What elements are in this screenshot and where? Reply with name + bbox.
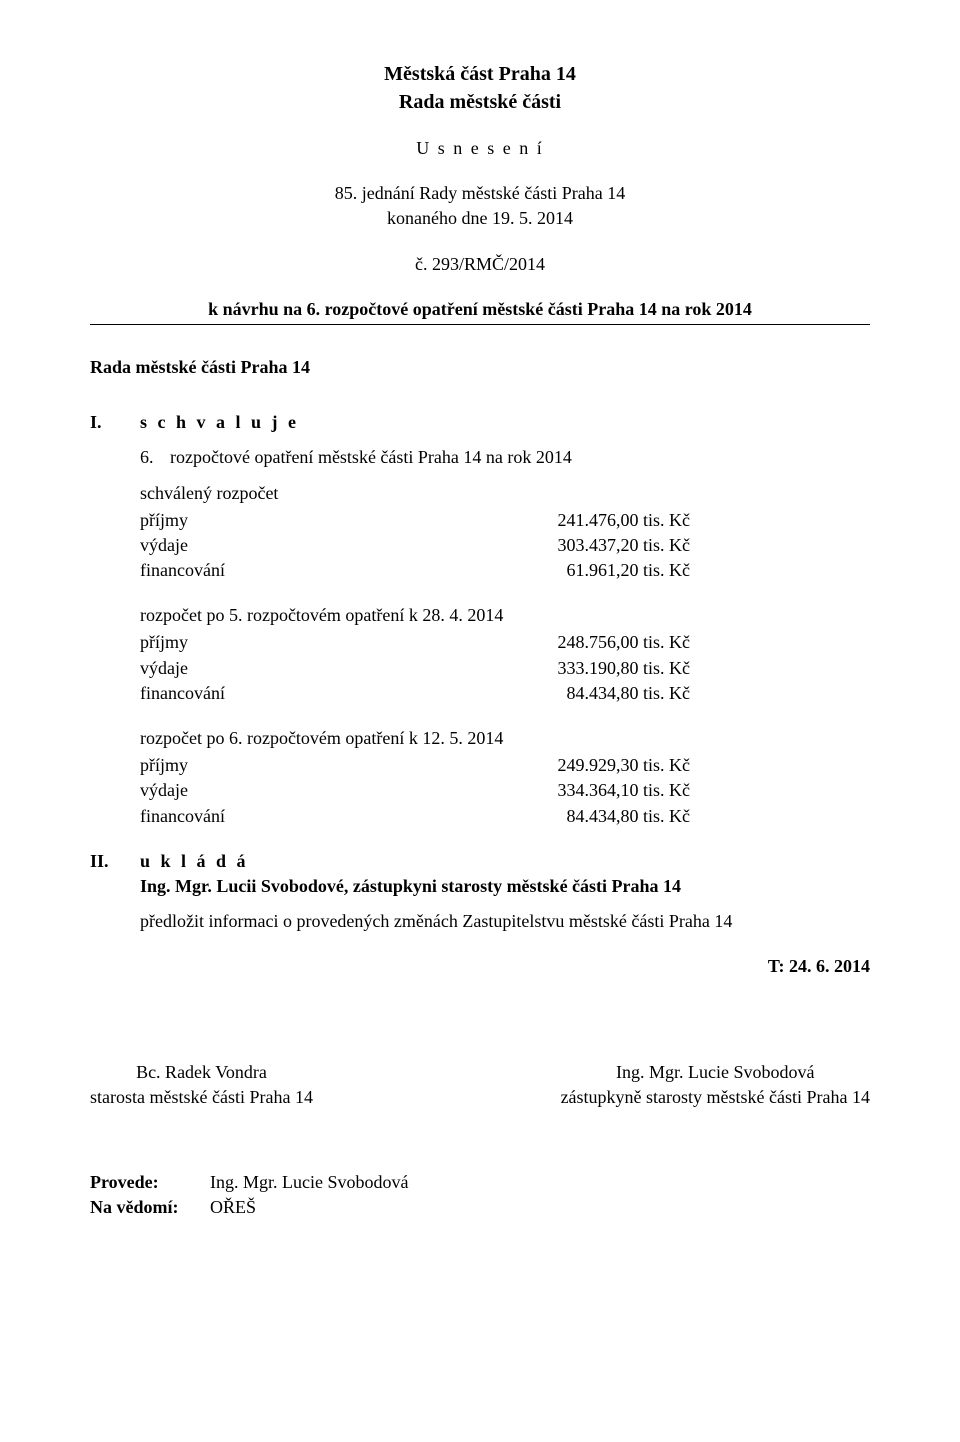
deadline: T: 24. 6. 2014 <box>90 954 870 979</box>
section-1-header: I. s c h v a l u j e <box>90 410 870 435</box>
budget-val: 248.756,00 tis. Kč <box>340 630 690 655</box>
footer-navedomi: Na vědomí: OŘEŠ <box>90 1195 870 1220</box>
signatures: Bc. Radek Vondra starosta městské části … <box>90 1060 870 1110</box>
assignee: Ing. Mgr. Lucii Svobodové, zástupkyni st… <box>140 874 681 899</box>
provede-label: Provede: <box>90 1170 210 1195</box>
budget-row: výdaje 303.437,20 tis. Kč <box>140 533 870 558</box>
sig-right-name: Ing. Mgr. Lucie Svobodová <box>561 1060 870 1085</box>
task-block: předložit informaci o provedených změnác… <box>140 909 870 934</box>
budget-row: příjmy 249.929,30 tis. Kč <box>140 753 870 778</box>
signature-right: Ing. Mgr. Lucie Svobodová zástupkyně sta… <box>561 1060 870 1110</box>
provede-val: Ing. Mgr. Lucie Svobodová <box>210 1170 408 1195</box>
divider <box>90 324 870 325</box>
section-1-title: s c h v a l u j e <box>140 410 299 435</box>
document-header: Městská část Praha 14 Rada městské části <box>90 60 870 116</box>
budget-key: výdaje <box>140 533 340 558</box>
budget-key: příjmy <box>140 630 340 655</box>
budget-block-1: rozpočet po 5. rozpočtovém opatření k 28… <box>140 603 870 706</box>
budget-key: financování <box>140 804 340 829</box>
budget-val: 61.961,20 tis. Kč <box>340 558 690 583</box>
budget-val: 84.434,80 tis. Kč <box>340 681 690 706</box>
budget-key: financování <box>140 558 340 583</box>
budget-key: příjmy <box>140 508 340 533</box>
budget-val: 303.437,20 tis. Kč <box>340 533 690 558</box>
navedomi-val: OŘEŠ <box>210 1195 256 1220</box>
section-2-title: u k l á d á <box>140 849 681 874</box>
budget-key: výdaje <box>140 778 340 803</box>
header-line-1: Městská část Praha 14 <box>90 60 870 88</box>
navedomi-label: Na vědomí: <box>90 1195 210 1220</box>
budget-row: výdaje 334.364,10 tis. Kč <box>140 778 870 803</box>
resolution-label: U s n e s e n í <box>90 136 870 161</box>
sub-num-label: 6. <box>140 445 170 470</box>
sig-left-name: Bc. Radek Vondra <box>90 1060 313 1085</box>
budget-val: 334.364,10 tis. Kč <box>340 778 690 803</box>
budget-row: financování 84.434,80 tis. Kč <box>140 681 870 706</box>
roman-2: II. <box>90 849 140 899</box>
section-2-header: II. u k l á d á Ing. Mgr. Lucii Svobodov… <box>90 849 870 899</box>
rada-line: Rada městské části Praha 14 <box>90 355 870 380</box>
budget-row: financování 84.434,80 tis. Kč <box>140 804 870 829</box>
sub-num-text: rozpočtové opatření městské části Praha … <box>170 445 572 470</box>
budget-label: rozpočet po 5. rozpočtovém opatření k 28… <box>140 603 870 628</box>
task-text: předložit informaci o provedených změnác… <box>140 909 870 934</box>
budget-val: 249.929,30 tis. Kč <box>340 753 690 778</box>
footer-provede: Provede: Ing. Mgr. Lucie Svobodová <box>90 1170 870 1195</box>
subsection-6: 6. rozpočtové opatření městské části Pra… <box>140 445 870 470</box>
budget-key: výdaje <box>140 656 340 681</box>
signature-left: Bc. Radek Vondra starosta městské části … <box>90 1060 313 1110</box>
budget-row: příjmy 248.756,00 tis. Kč <box>140 630 870 655</box>
budget-block-0: schválený rozpočet příjmy 241.476,00 tis… <box>140 481 870 584</box>
header-line-2: Rada městské části <box>90 88 870 116</box>
budget-row: příjmy 241.476,00 tis. Kč <box>140 508 870 533</box>
budget-label: rozpočet po 6. rozpočtovém opatření k 12… <box>140 726 870 751</box>
sig-left-role: starosta městské části Praha 14 <box>90 1087 313 1107</box>
budget-val: 333.190,80 tis. Kč <box>340 656 690 681</box>
subject-line: k návrhu na 6. rozpočtové opatření městs… <box>90 297 870 322</box>
budget-key: příjmy <box>140 753 340 778</box>
budget-row: výdaje 333.190,80 tis. Kč <box>140 656 870 681</box>
sig-right-role: zástupkyně starosty městské části Praha … <box>561 1087 870 1107</box>
budget-block-2: rozpočet po 6. rozpočtovém opatření k 12… <box>140 726 870 829</box>
roman-1: I. <box>90 410 140 435</box>
meeting-line-1: 85. jednání Rady městské části Praha 14 <box>90 181 870 206</box>
meeting-info: 85. jednání Rady městské části Praha 14 … <box>90 181 870 231</box>
resolution-number: č. 293/RMČ/2014 <box>90 252 870 277</box>
budget-val: 241.476,00 tis. Kč <box>340 508 690 533</box>
budget-key: financování <box>140 681 340 706</box>
budget-row: financování 61.961,20 tis. Kč <box>140 558 870 583</box>
budget-label: schválený rozpočet <box>140 481 870 506</box>
budget-val: 84.434,80 tis. Kč <box>340 804 690 829</box>
meeting-line-2: konaného dne 19. 5. 2014 <box>90 206 870 231</box>
footer: Provede: Ing. Mgr. Lucie Svobodová Na vě… <box>90 1170 870 1220</box>
